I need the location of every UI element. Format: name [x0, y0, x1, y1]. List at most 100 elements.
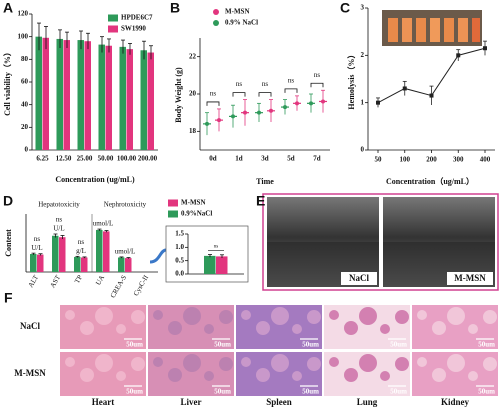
panel-letter: C: [340, 0, 350, 16]
marker: [483, 46, 487, 51]
y-axis-label: Cell viability（%）: [2, 48, 12, 116]
x-tick-label: AST: [49, 273, 63, 289]
dot: [243, 110, 247, 115]
bar: [96, 229, 103, 272]
dot: [321, 99, 325, 104]
tissue-texture: [292, 324, 302, 334]
bar: [30, 254, 37, 272]
scale-label: 50um: [390, 341, 407, 349]
unit-label: U/L: [31, 244, 42, 252]
tissue-texture: [80, 368, 94, 382]
column-label: Lung: [357, 397, 378, 407]
tissue-texture: [468, 371, 478, 381]
legend-swatch: [168, 210, 178, 218]
ultrasound-images: [267, 197, 495, 287]
marker: [402, 86, 407, 91]
legend-swatch: [108, 14, 118, 22]
tissue-texture: [271, 307, 289, 325]
y-tick-label: 1.0: [175, 243, 184, 251]
tissue-texture: [95, 354, 113, 372]
tissue-texture: [65, 310, 75, 320]
x-tick-label: 7d: [313, 155, 321, 163]
tissue-texture: [271, 354, 289, 372]
panel-letter: E: [256, 193, 265, 209]
legend-swatch: [108, 25, 118, 33]
annotation: ns: [314, 71, 321, 79]
bracket: [258, 92, 272, 97]
bar: [74, 256, 81, 272]
tube-photo: [382, 10, 482, 46]
scale-label: 50um: [126, 341, 143, 349]
bar: [81, 257, 88, 272]
tissue-texture: [256, 321, 270, 335]
y-tick-label: 20: [21, 123, 29, 131]
scale-label: 50um: [478, 388, 495, 396]
tissue-texture: [153, 310, 163, 320]
bar: [118, 257, 125, 272]
bar: [56, 38, 63, 150]
scale-label: 50um: [214, 341, 231, 349]
y-tick-label: 60: [21, 78, 29, 86]
marker: [429, 93, 434, 98]
tissue-texture: [80, 321, 94, 335]
tissue-texture: [468, 324, 478, 334]
annotation: ns: [214, 245, 219, 250]
tissue-texture: [168, 321, 182, 335]
y-tick-label: 1.5: [175, 230, 184, 238]
bar: [63, 40, 70, 150]
tissue-texture: [292, 371, 302, 381]
annotation: ns: [78, 238, 85, 246]
tissue-texture: [131, 357, 145, 371]
y-tick-label: 3: [361, 4, 365, 12]
legend-label: HPDE6C7: [121, 14, 153, 22]
x-tick-label: 200: [426, 156, 437, 164]
tissue-texture: [344, 321, 358, 335]
legend-swatch: [213, 20, 219, 26]
tissue-texture: [359, 354, 377, 372]
tissue-texture: [65, 357, 75, 367]
y-tick-label: 20: [189, 90, 197, 98]
bracket: [284, 88, 298, 93]
tissue-texture: [417, 310, 427, 320]
y-tick-label: 80: [21, 55, 29, 63]
panel-letter: A: [3, 0, 13, 16]
bracket: [206, 101, 220, 106]
x-tick-label: 5d: [287, 155, 295, 163]
legend-swatch: [213, 9, 219, 15]
tissue-texture: [204, 371, 214, 381]
annotation: ns: [210, 90, 217, 98]
y-axis-label: Content: [4, 229, 13, 257]
tissue-texture: [329, 310, 339, 320]
tissue-texture: [380, 371, 390, 381]
tissue-texture: [307, 357, 321, 371]
legend-label: 0.9%NaCl: [181, 210, 212, 218]
legend-label: M-MSN: [181, 199, 206, 207]
tissue-texture: [417, 357, 427, 367]
panel-letter: B: [170, 0, 180, 16]
legend-swatch: [168, 199, 178, 207]
unit-label: umol/L: [115, 248, 136, 256]
bar: [103, 231, 110, 272]
column-label: Kidney: [441, 397, 470, 407]
inset-frame: [165, 225, 249, 283]
bar: [35, 36, 42, 150]
tissue-texture: [447, 354, 465, 372]
tissue-texture: [95, 307, 113, 325]
x-tick-label: CREA-S: [109, 274, 128, 300]
x-tick-label: ALT: [27, 273, 41, 289]
bar: [59, 237, 66, 272]
group-label: Nephrotoxicity: [104, 201, 147, 209]
row-label: NaCl: [20, 321, 40, 331]
legend-label: 0.9% NaCl: [225, 19, 258, 27]
bar: [52, 235, 59, 272]
dot: [217, 118, 221, 123]
column-label: Heart: [92, 397, 115, 407]
x-axis-label: Time: [256, 177, 274, 186]
y-tick-label: 0.0: [175, 270, 184, 278]
marker: [376, 100, 380, 105]
y-tick-label: 0: [25, 146, 29, 154]
scale-label: 50um: [126, 388, 143, 396]
tissue-texture: [183, 354, 201, 372]
